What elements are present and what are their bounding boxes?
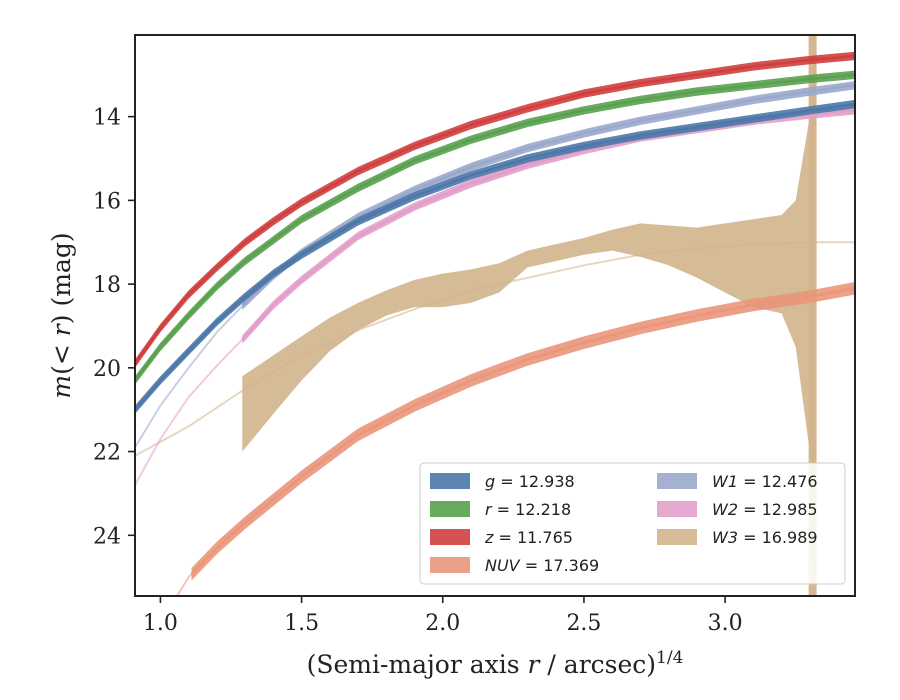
y-axis-label: m(< r) (mag) <box>47 232 76 398</box>
legend-label: W3 = 16.989 <box>712 528 818 547</box>
legend-swatch <box>657 473 697 489</box>
y-tick-label: 20 <box>93 357 121 382</box>
legend-label: NUV = 17.369 <box>485 556 599 575</box>
x-tick-label: 1.5 <box>284 611 319 636</box>
y-tick-label: 22 <box>93 441 121 466</box>
series-w1-faded-line <box>135 305 244 448</box>
series-g <box>135 99 855 414</box>
series-w3-spike <box>808 35 817 596</box>
series-r-line <box>135 73 855 382</box>
series-nuv-faded-line <box>175 573 193 596</box>
legend-swatch <box>430 529 470 545</box>
series-nuv <box>175 282 855 596</box>
y-tick-label: 14 <box>93 106 121 131</box>
legend-item-z: z = 11.765 <box>430 528 573 547</box>
legend-item-w1: W1 = 12.476 <box>657 472 818 491</box>
series-z-line <box>135 54 855 365</box>
legend-label: W2 = 12.985 <box>712 500 818 519</box>
legend-item-r: r = 12.218 <box>430 500 571 519</box>
y-axis-ticks: 14 16 18 20 22 24 <box>93 106 135 549</box>
legend-label: W1 = 12.476 <box>712 472 818 491</box>
x-tick-label: 2.5 <box>566 611 601 636</box>
axes-frame <box>134 34 856 597</box>
legend-item-w2: W2 = 12.985 <box>657 500 818 519</box>
x-tick-label: 3.0 <box>708 611 743 636</box>
legend-item-w3: W3 = 16.989 <box>657 528 818 547</box>
series-w3 <box>135 35 855 596</box>
y-tick-label: 16 <box>93 189 121 214</box>
legend-item-nuv: NUV = 17.369 <box>430 556 599 575</box>
legend-swatch <box>430 473 470 489</box>
y-tick-label: 24 <box>93 524 121 549</box>
x-axis-ticks: 1.0 1.5 2.0 2.5 3.0 <box>143 596 743 636</box>
x-tick-label: 1.0 <box>143 611 178 636</box>
series-nuv-line <box>190 287 855 576</box>
series-w2-faded-line <box>135 338 244 486</box>
y-tick-label: 18 <box>93 273 121 298</box>
legend-box <box>419 462 846 585</box>
series-z-band <box>135 51 855 368</box>
series-w3-band <box>242 35 816 596</box>
x-tick-label: 2.0 <box>425 611 460 636</box>
legend-item-g: g = 12.938 <box>430 472 575 491</box>
legend-label: z = 11.765 <box>484 528 573 547</box>
plot-border <box>134 34 856 597</box>
legend-swatch <box>430 557 470 573</box>
legend-swatch <box>657 529 697 545</box>
series-g-line <box>135 102 855 411</box>
legend-label: r = 12.218 <box>485 500 571 519</box>
legend-swatch <box>430 501 470 517</box>
legend-swatch <box>657 501 697 517</box>
series-r <box>135 70 855 385</box>
plot-content <box>135 35 855 596</box>
legend-label: g = 12.938 <box>485 472 575 491</box>
series-z <box>135 51 855 368</box>
legend: g = 12.938 r = 12.218 z = 11.765 NUV = 17.3… <box>419 462 846 585</box>
x-axis-label: (Semi-major axis r / arcsec)1/4 <box>307 648 684 679</box>
